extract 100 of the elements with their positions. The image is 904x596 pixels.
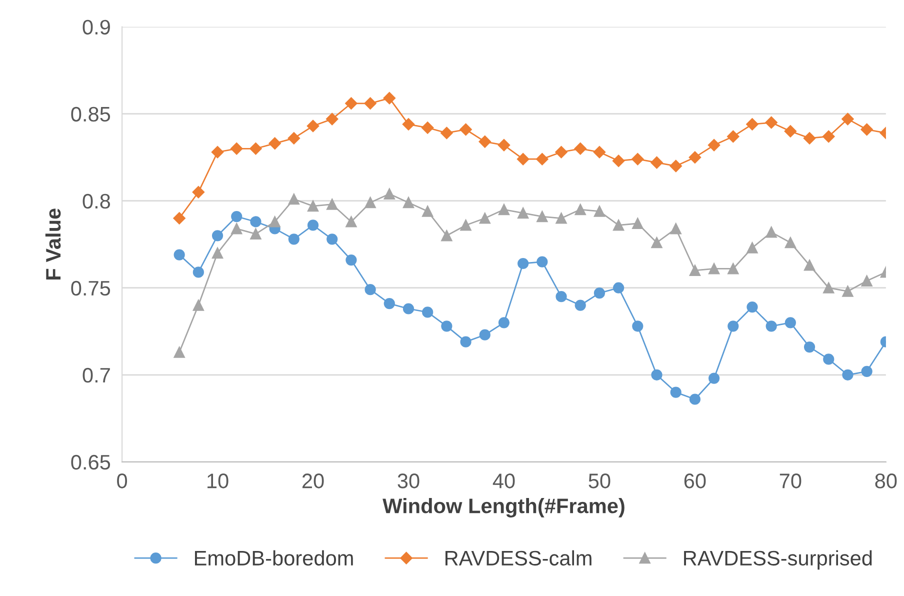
point xyxy=(174,249,185,260)
x-axis-title: Window Length(#Frame) xyxy=(382,498,624,518)
point xyxy=(230,142,243,155)
point xyxy=(766,320,777,332)
point xyxy=(384,298,395,310)
point xyxy=(498,204,510,216)
point xyxy=(421,122,434,134)
point xyxy=(632,218,644,230)
point xyxy=(823,354,834,365)
point xyxy=(728,263,739,274)
point xyxy=(688,151,702,164)
point xyxy=(173,212,186,224)
point xyxy=(670,160,682,172)
point xyxy=(211,146,224,158)
y-axis-title: F Value xyxy=(45,208,61,280)
point xyxy=(326,198,338,210)
point xyxy=(268,137,281,150)
point xyxy=(460,336,472,348)
point xyxy=(612,154,625,167)
point xyxy=(384,188,395,200)
point xyxy=(842,112,854,126)
point xyxy=(441,320,452,332)
point xyxy=(670,386,682,398)
point xyxy=(402,303,414,314)
point xyxy=(727,130,740,143)
legend-label: EmoDB-boredom xyxy=(195,550,353,566)
point xyxy=(822,130,835,143)
point xyxy=(574,142,586,155)
x-tick-label: 50 xyxy=(588,474,610,488)
y-tick-label: 0.7 xyxy=(82,368,110,383)
legend-label: RAVDESS-calm xyxy=(446,550,592,566)
x-tick-label: 30 xyxy=(398,474,420,488)
y-tick-label: 0.85 xyxy=(71,106,110,122)
point xyxy=(728,320,739,332)
point xyxy=(746,118,758,130)
point xyxy=(536,152,548,166)
point xyxy=(346,254,357,266)
point xyxy=(383,92,396,104)
y-tick-label: 0.9 xyxy=(82,20,110,35)
point xyxy=(784,317,796,328)
point xyxy=(479,329,490,340)
point xyxy=(460,220,472,231)
point xyxy=(364,97,376,110)
x-tick-label: 80 xyxy=(875,474,897,488)
y-tick-label: 0.75 xyxy=(71,280,110,296)
point xyxy=(842,286,854,297)
point xyxy=(269,216,280,228)
legend-label: RAVDESS-surprised xyxy=(684,550,872,570)
point xyxy=(518,207,529,219)
point xyxy=(250,216,262,228)
point xyxy=(708,139,720,152)
point xyxy=(803,132,816,144)
point xyxy=(842,369,854,380)
point xyxy=(613,220,624,231)
point xyxy=(460,123,472,136)
point xyxy=(192,266,204,278)
point xyxy=(555,146,568,158)
point xyxy=(632,152,644,166)
point xyxy=(861,275,872,286)
y-tick-label: 0.65 xyxy=(71,454,110,470)
point xyxy=(708,263,720,274)
point xyxy=(518,258,529,270)
point xyxy=(479,212,490,224)
point xyxy=(650,156,663,169)
point xyxy=(746,242,758,254)
point xyxy=(860,123,873,136)
point xyxy=(422,306,434,318)
point xyxy=(306,120,320,132)
point xyxy=(593,146,606,158)
point xyxy=(670,223,682,234)
point xyxy=(212,248,224,259)
point xyxy=(594,288,606,299)
point xyxy=(212,230,224,242)
point xyxy=(441,230,452,242)
point xyxy=(440,126,453,140)
point xyxy=(345,97,358,110)
point xyxy=(613,282,624,294)
point xyxy=(288,132,300,144)
point xyxy=(288,234,300,245)
x-tick-label: 10 xyxy=(208,474,228,488)
point xyxy=(556,291,567,302)
point xyxy=(804,341,816,353)
x-tick-label: 70 xyxy=(780,474,802,488)
point xyxy=(746,301,758,313)
point xyxy=(804,260,816,271)
point xyxy=(536,210,548,222)
point xyxy=(192,186,205,198)
point xyxy=(288,194,300,205)
point xyxy=(556,212,567,224)
point xyxy=(708,372,720,384)
point xyxy=(766,226,777,238)
point xyxy=(402,197,414,208)
point xyxy=(250,228,262,240)
point xyxy=(402,118,415,130)
point xyxy=(765,116,778,129)
point xyxy=(326,234,338,245)
point xyxy=(594,206,606,217)
point xyxy=(250,142,262,155)
point xyxy=(307,200,319,212)
point xyxy=(231,210,242,222)
